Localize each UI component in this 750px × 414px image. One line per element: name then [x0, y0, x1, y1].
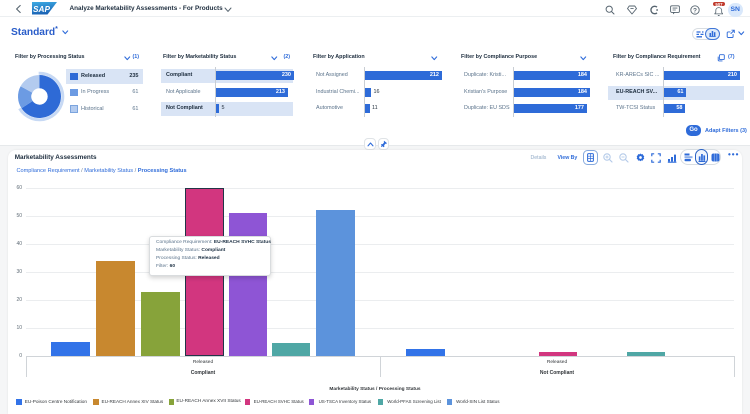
- svg-text:SAP: SAP: [33, 5, 50, 14]
- svg-text:?: ?: [693, 7, 697, 14]
